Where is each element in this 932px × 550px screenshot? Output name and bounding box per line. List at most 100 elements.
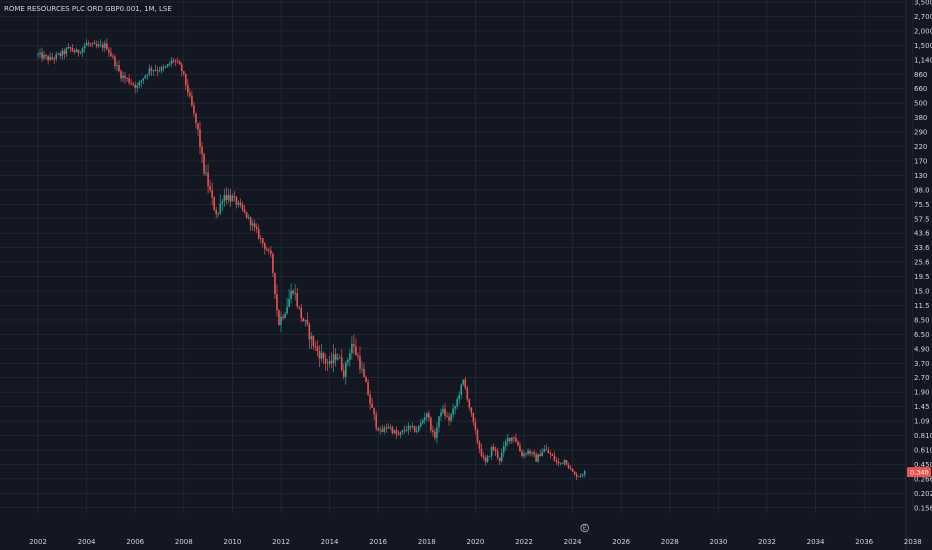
price-tick-label: 170 bbox=[914, 157, 927, 165]
candle-body bbox=[328, 360, 331, 364]
candle-body bbox=[255, 226, 258, 230]
event-marker[interactable]: E bbox=[580, 523, 589, 533]
candle-body bbox=[223, 195, 226, 202]
candle-body bbox=[391, 427, 394, 433]
price-tick-label: 98.0 bbox=[914, 186, 930, 194]
candle-body bbox=[411, 426, 414, 428]
candle-body bbox=[160, 67, 163, 71]
price-tick-label: 1,500 bbox=[914, 42, 932, 50]
candle-body bbox=[95, 44, 98, 47]
candle-body bbox=[221, 201, 224, 204]
price-tick-label: 43.6 bbox=[914, 230, 930, 238]
candle-body bbox=[180, 64, 183, 72]
event-marker-circle[interactable] bbox=[580, 523, 589, 533]
price-tick-label: 1.45 bbox=[914, 403, 930, 411]
candle-body bbox=[211, 190, 213, 198]
candle-body bbox=[527, 450, 529, 455]
candle-body bbox=[118, 65, 120, 71]
price-tick-label: 220 bbox=[914, 143, 927, 151]
candle-body bbox=[504, 441, 507, 447]
candle-body bbox=[507, 437, 509, 442]
price-axis[interactable]: 3,500 2,700 2,000 1,500 1,140 860 660 500 380 290… bbox=[914, 0, 932, 512]
candle-body bbox=[375, 414, 377, 428]
candle-body bbox=[71, 48, 74, 51]
candle-body bbox=[241, 204, 244, 210]
candle-body bbox=[573, 471, 576, 475]
candle-body bbox=[480, 448, 483, 457]
candle-body bbox=[108, 49, 110, 53]
candle-body bbox=[405, 430, 408, 431]
candle-body bbox=[324, 358, 327, 363]
candle-body bbox=[231, 195, 234, 202]
time-tick-label: 2028 bbox=[661, 538, 679, 546]
price-tick-label: 0.610 bbox=[914, 446, 932, 454]
candle-body bbox=[152, 70, 155, 72]
candle-body bbox=[361, 368, 363, 370]
candle-body bbox=[320, 352, 323, 359]
candle-body bbox=[272, 253, 274, 273]
candle-body bbox=[519, 445, 521, 452]
price-tick-label: 2.70 bbox=[914, 374, 930, 382]
candle-body bbox=[357, 354, 359, 357]
candle-body bbox=[561, 462, 564, 464]
candle-body bbox=[458, 394, 460, 400]
candle-body bbox=[349, 353, 351, 360]
candle-body bbox=[41, 52, 43, 59]
candle-body bbox=[460, 384, 463, 395]
candle-body bbox=[91, 43, 94, 45]
price-tick-label: 8.50 bbox=[914, 316, 930, 324]
candle-body bbox=[53, 58, 55, 60]
candle-body bbox=[292, 290, 294, 294]
candle-body bbox=[310, 335, 313, 340]
candle-body bbox=[199, 129, 201, 148]
time-tick-label: 2004 bbox=[78, 538, 96, 546]
time-tick-label: 2038 bbox=[904, 538, 922, 546]
candle-body bbox=[322, 352, 325, 359]
candle-body bbox=[178, 61, 181, 65]
candle-body bbox=[541, 451, 544, 457]
candle-body bbox=[282, 316, 284, 318]
candle-body bbox=[158, 70, 161, 72]
candle-body bbox=[112, 55, 114, 57]
candle-body bbox=[55, 54, 58, 59]
time-axis[interactable]: 2002 2004 2006 2008 2010 2012 2014 2016 2018 2020… bbox=[29, 538, 922, 546]
candle-body bbox=[189, 92, 191, 96]
candle-body bbox=[421, 420, 424, 423]
candle-body bbox=[156, 70, 159, 71]
candle-body bbox=[403, 430, 406, 432]
candle-body bbox=[284, 313, 286, 318]
candle-body bbox=[456, 399, 458, 407]
candle-body bbox=[197, 123, 199, 130]
price-tick-label: 0.450 bbox=[914, 461, 932, 469]
price-tick-label: 660 bbox=[914, 85, 927, 93]
price-tick-label: 0.156 bbox=[914, 504, 932, 512]
candle-body bbox=[134, 84, 136, 88]
time-tick-label: 2036 bbox=[855, 538, 873, 546]
candle-body bbox=[75, 49, 78, 53]
candle-body bbox=[251, 223, 254, 226]
candle-body bbox=[59, 53, 62, 56]
candle-body bbox=[446, 415, 448, 417]
candle-body bbox=[502, 446, 505, 453]
candle-body bbox=[359, 356, 361, 369]
price-tick-label: 33.6 bbox=[914, 244, 930, 252]
candle-body bbox=[278, 310, 280, 326]
candle-body bbox=[511, 437, 513, 442]
candle-body bbox=[413, 426, 416, 432]
candle-body bbox=[529, 450, 531, 454]
time-tick-label: 2018 bbox=[418, 538, 436, 546]
candle-body bbox=[77, 49, 80, 53]
candle-body bbox=[213, 197, 215, 211]
candle-body bbox=[130, 82, 132, 84]
candle-body bbox=[387, 426, 390, 429]
candle-body bbox=[355, 346, 357, 355]
candle-body bbox=[110, 52, 112, 56]
candle-body bbox=[551, 454, 554, 456]
candle-body bbox=[168, 63, 171, 65]
candle-body bbox=[500, 452, 503, 461]
candle-body bbox=[43, 55, 45, 59]
candle-body bbox=[261, 238, 264, 244]
candle-body bbox=[37, 53, 39, 55]
candle-body bbox=[509, 437, 511, 442]
